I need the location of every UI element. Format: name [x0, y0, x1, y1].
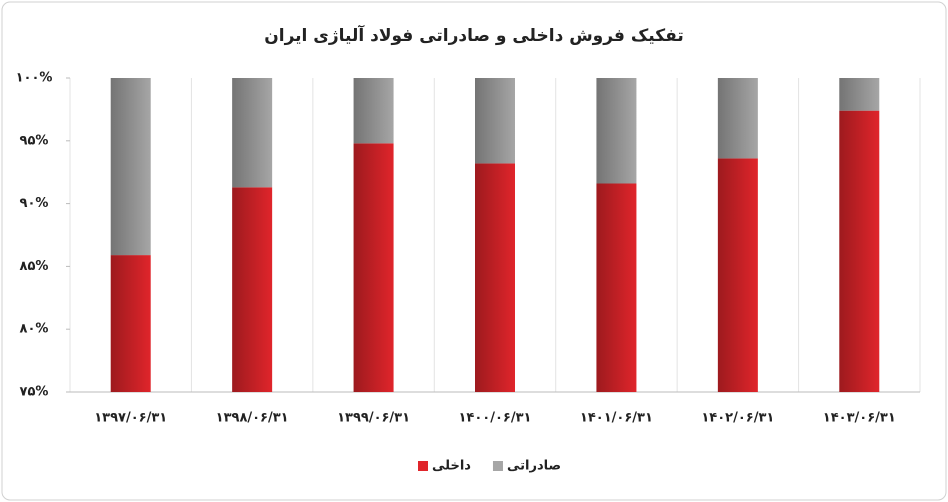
legend-swatch: [492, 461, 503, 471]
bar-segment: [353, 143, 394, 392]
bar-segment: [232, 78, 273, 188]
x-tick-label: ۱۴۰۰/۰۶/۳۱: [459, 411, 532, 426]
legend-swatch: [418, 461, 428, 471]
y-tick-label: ۸۰%: [20, 322, 49, 337]
x-tick-label: ۱۴۰۳/۰۶/۳۱: [823, 411, 896, 426]
y-tick-label: ۷۵%: [20, 385, 49, 400]
bar-segment: [717, 158, 758, 392]
y-tick-label: ۹۵%: [20, 133, 49, 148]
x-tick-label: ۱۴۰۱/۰۶/۳۱: [580, 411, 653, 426]
x-tick-label: ۱۳۹۹/۰۶/۳۱: [337, 411, 410, 426]
bar-segment: [717, 78, 758, 159]
bar-segment: [839, 110, 880, 392]
bar-segment: [839, 78, 880, 111]
y-tick-label: ۸۵%: [20, 259, 49, 274]
bar-segment: [232, 187, 273, 392]
x-tick-label: ۱۴۰۲/۰۶/۳۱: [701, 411, 774, 426]
x-tick-label: ۱۳۹۸/۰۶/۳۱: [216, 411, 289, 426]
chart-title: تفکیک فروش داخلی و صادراتی فولاد آلیاژی …: [264, 24, 683, 46]
bar-segment: [353, 78, 394, 144]
y-tick-label: ۹۰%: [20, 196, 49, 211]
bar-segment: [596, 183, 637, 392]
legend-label: داخلی: [432, 459, 471, 474]
bar-segment: [475, 163, 515, 392]
bar-segment: [475, 78, 515, 164]
bar-segment: [596, 78, 637, 184]
bar-segment: [110, 255, 151, 392]
legend-label: صادراتی: [507, 459, 561, 474]
bar-segment: [110, 78, 151, 256]
y-tick-label: ۱۰۰%: [16, 71, 53, 86]
x-tick-label: ۱۳۹۷/۰۶/۳۱: [94, 411, 167, 426]
